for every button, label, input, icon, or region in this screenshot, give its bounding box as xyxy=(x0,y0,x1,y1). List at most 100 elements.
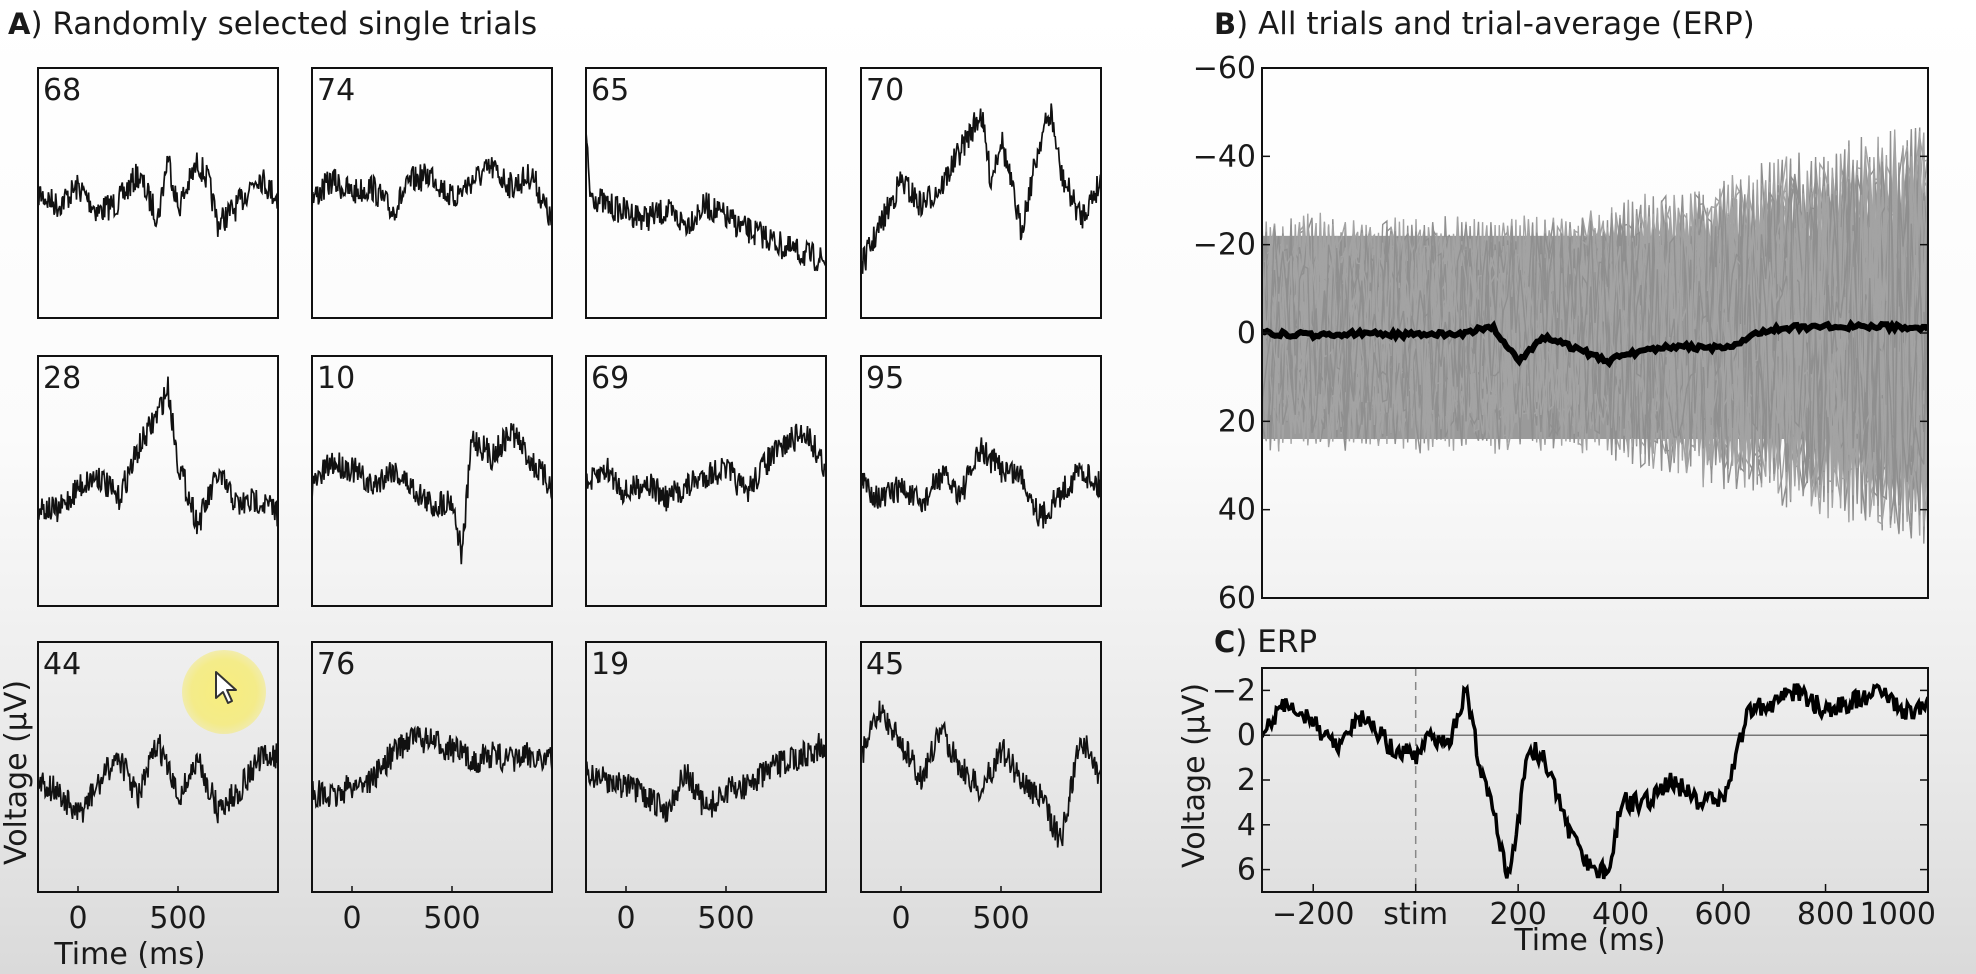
trial-plot-28: 28 xyxy=(37,355,279,607)
panel-c-title-text: ERP xyxy=(1257,624,1317,660)
y-tick-label: 20 xyxy=(1218,404,1256,439)
x-tick-label: 200 xyxy=(1490,897,1547,932)
trial-trace xyxy=(37,152,279,237)
trial-plot-45: 45 0 500 xyxy=(860,641,1102,936)
trial-number: 65 xyxy=(591,73,629,108)
erp-line-c xyxy=(1262,683,1928,880)
trial-plot-76: 76 0 500 xyxy=(311,641,553,936)
trial-trace xyxy=(37,376,279,535)
y-tick-label: −2 xyxy=(1212,673,1256,708)
x-tick-label: 600 xyxy=(1694,897,1751,932)
trial-plot-68: 68 xyxy=(37,67,279,319)
panel-c-frame xyxy=(1261,667,1929,893)
trial-trace xyxy=(311,725,553,809)
trial-frame xyxy=(585,67,827,319)
panel-c-xlabel: Time (ms) xyxy=(1513,923,1665,958)
trial-number: 28 xyxy=(43,361,81,396)
trial-frame xyxy=(860,641,1102,893)
trial-trace xyxy=(585,733,827,823)
trial-number: 44 xyxy=(43,647,81,682)
y-tick-label: −20 xyxy=(1193,228,1256,263)
trial-number: 68 xyxy=(43,73,81,108)
y-tick-label: 0 xyxy=(1237,718,1256,753)
trial-number: 74 xyxy=(317,73,355,108)
trial-trace xyxy=(37,734,279,824)
trial-plot-44: 44 0 500 xyxy=(37,641,279,936)
x-tick-label: −200 xyxy=(1272,897,1354,932)
erp-line-b xyxy=(1262,318,1928,369)
x-tick-label: 500 xyxy=(972,901,1029,936)
trial-frame xyxy=(311,641,553,893)
trial-number: 19 xyxy=(591,647,629,682)
x-tick-label: 0 xyxy=(616,901,635,936)
panel-b-title: B) All trials and trial-average (ERP) xyxy=(1214,6,1755,42)
trial-frame xyxy=(37,67,279,319)
trial-frame xyxy=(311,67,553,319)
trial-frame xyxy=(585,355,827,607)
trial-number: 95 xyxy=(866,361,904,396)
trial-number: 10 xyxy=(317,361,355,396)
panel-c-y-ticks: −2 0 2 4 6 xyxy=(1212,673,1928,888)
all-trials-band xyxy=(1262,127,1928,545)
panel-a-letter: A xyxy=(8,7,31,41)
y-tick-label: 40 xyxy=(1218,493,1256,528)
panel-a-title: A) Randomly selected single trials xyxy=(8,6,537,42)
trial-plot-74: 74 xyxy=(311,67,553,319)
trial-plot-70: 70 xyxy=(860,67,1102,319)
x-tick-label: 500 xyxy=(149,901,206,936)
x-tick-label: 500 xyxy=(697,901,754,936)
trial-trace xyxy=(860,103,1102,274)
panel-c-title: C) ERP xyxy=(1214,624,1317,660)
trial-trace xyxy=(585,132,827,272)
x-tick-label: 800 xyxy=(1797,897,1854,932)
panel-a-title-text: Randomly selected single trials xyxy=(52,6,537,42)
panel-a-xlabel: Time (ms) xyxy=(53,937,205,972)
trial-plot-95: 95 xyxy=(860,355,1102,607)
x-tick-label: 0 xyxy=(342,901,361,936)
panel-b-y-ticks: −60 −40 −20 0 20 40 60 xyxy=(1193,51,1928,616)
panel-c-plot: −2 0 2 4 6 −200 stim 200 400 600 800 1000 xyxy=(1212,667,1936,932)
trial-frame xyxy=(311,355,553,607)
trial-frame xyxy=(585,641,827,893)
y-tick-label: 60 xyxy=(1218,581,1256,616)
trial-plot-69: 69 xyxy=(585,355,827,607)
x-tick-label: 0 xyxy=(891,901,910,936)
panel-c-ylabel: Voltage (µV) xyxy=(1177,683,1212,868)
panel-b-title-text: All trials and trial-average (ERP) xyxy=(1258,6,1755,42)
trial-trace xyxy=(311,157,553,226)
trial-frame xyxy=(37,641,279,893)
trial-plot-19: 19 0 500 xyxy=(585,641,827,936)
x-tick-label: 400 xyxy=(1592,897,1649,932)
y-tick-label: −40 xyxy=(1193,139,1256,174)
y-tick-label: 2 xyxy=(1237,763,1256,798)
trial-number: 70 xyxy=(866,73,904,108)
x-tick-label: stim xyxy=(1383,897,1448,932)
panel-c-letter: C xyxy=(1214,625,1235,659)
single-trial-trace xyxy=(1262,130,1928,501)
y-tick-label: 6 xyxy=(1237,853,1256,888)
trial-trace xyxy=(860,700,1102,848)
panel-b-letter: B xyxy=(1214,7,1236,41)
x-tick-label: 0 xyxy=(68,901,87,936)
panel-a-trial-grid: 68 74 65 70 28 10 69 95 44 0 500 76 0 500 19 0 500 45 0 500 xyxy=(37,67,1102,936)
x-tick-label: 1000 xyxy=(1860,897,1936,932)
trial-plot-65: 65 xyxy=(585,67,827,319)
y-tick-label: 0 xyxy=(1237,316,1256,351)
panel-c-x-ticks: −200 stim 200 400 600 800 1000 xyxy=(1272,884,1936,932)
trial-plot-10: 10 xyxy=(311,355,553,607)
y-tick-label: 4 xyxy=(1237,808,1256,843)
panel-b-plot: −60 −40 −20 0 20 40 60 xyxy=(1193,51,1929,616)
trial-number: 45 xyxy=(866,647,904,682)
trial-frame xyxy=(860,355,1102,607)
y-tick-label: −60 xyxy=(1193,51,1256,86)
trial-trace xyxy=(311,423,553,565)
trial-number: 76 xyxy=(317,647,355,682)
trial-frame xyxy=(860,67,1102,319)
mouse-cursor-icon xyxy=(215,671,237,704)
x-tick-label: 500 xyxy=(423,901,480,936)
panel-a-ylabel: Voltage (µV) xyxy=(0,680,34,865)
trial-number: 69 xyxy=(591,361,629,396)
trial-frame xyxy=(37,355,279,607)
trial-trace xyxy=(860,437,1102,529)
